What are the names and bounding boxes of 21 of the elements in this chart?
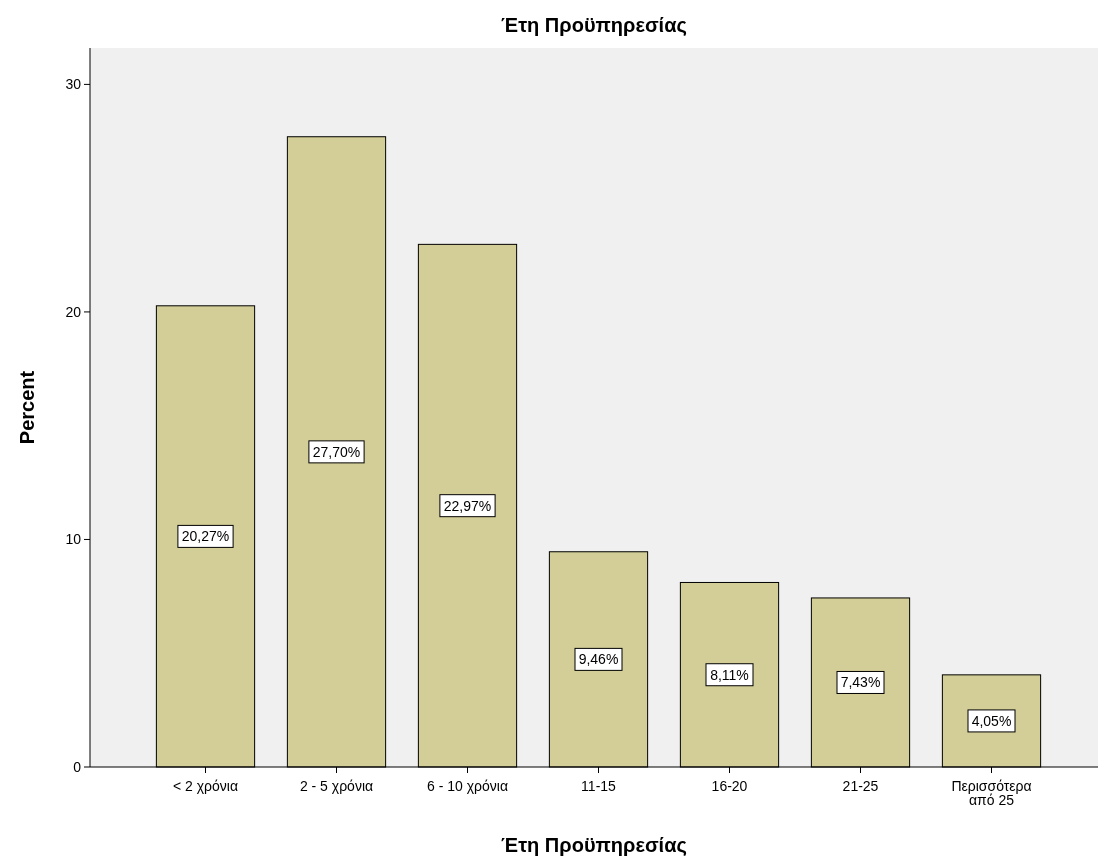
x-tick-label: 6 - 10 χρόνια [427,778,508,794]
x-tick-label: 11-15 [581,778,617,794]
x-tick-label: 2 - 5 χρόνια [299,778,374,794]
y-tick-label: 0 [73,759,82,775]
x-tick-label: 16-20 [711,778,748,794]
data-label: 4,05% [971,712,1012,729]
x-axis-title: Έτη Προϋπηρεσίας [501,834,687,856]
data-label: 20,27% [181,528,230,545]
x-tick-label: < 2 χρόνια [172,778,239,794]
x-tick-label: 21-25 [842,778,879,794]
y-tick-label: 10 [65,531,82,548]
data-label: 22,97% [443,497,492,514]
y-axis-title: Percent [16,370,38,445]
data-label: 7,43% [840,674,881,691]
y-tick-label: 30 [65,76,82,93]
chart-title: Έτη Προϋπηρεσίας [501,14,687,36]
x-tick-label: Περισσότερα από 25 [951,778,1032,808]
data-label: 27,70% [312,443,361,460]
data-label: 9,46% [578,651,619,668]
y-tick-label: 20 [65,303,82,320]
data-label: 8,11% [710,666,749,683]
